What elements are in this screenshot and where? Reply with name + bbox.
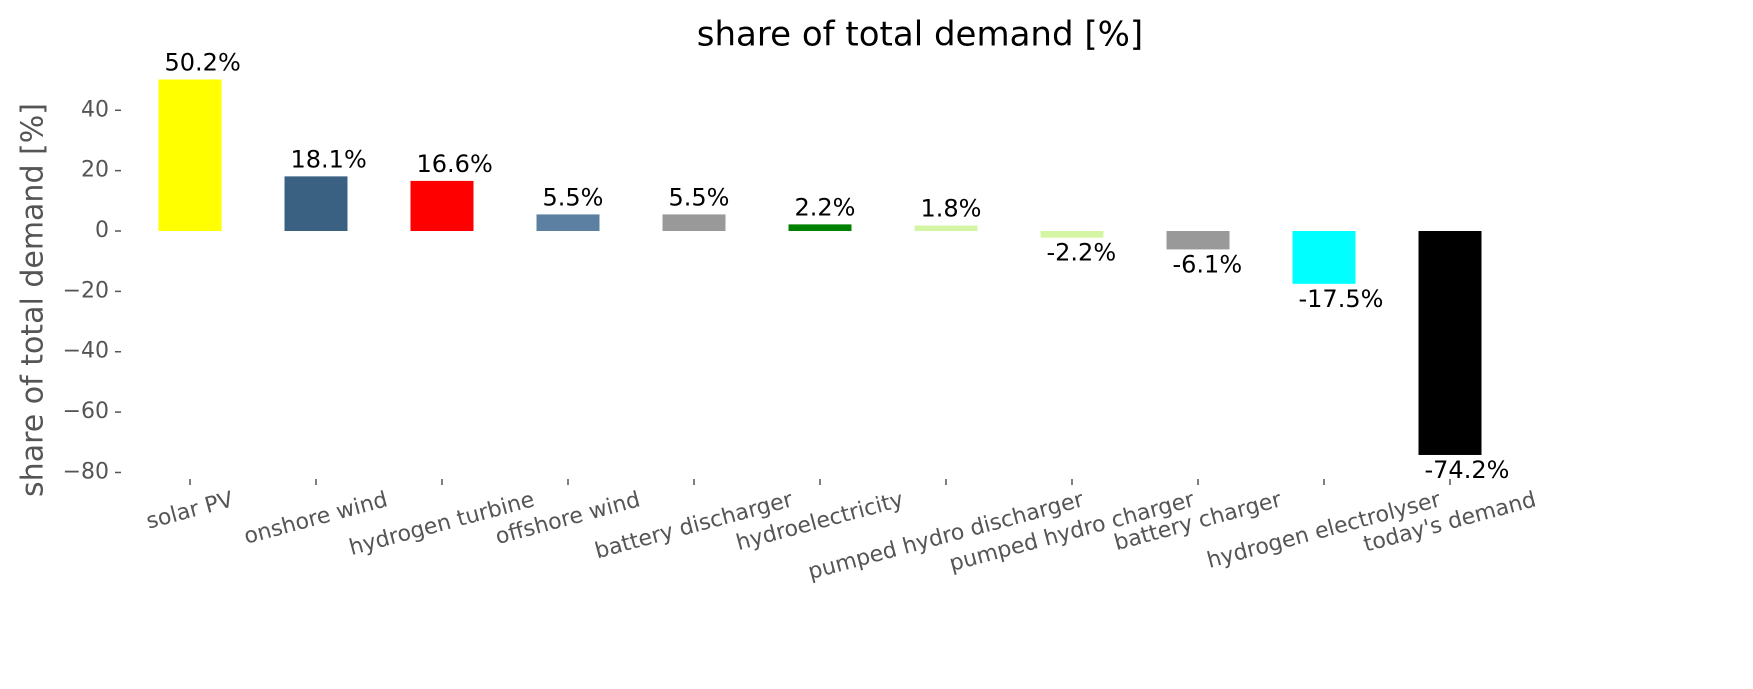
bar [410, 180, 474, 232]
value-label: -2.2% [1047, 239, 1117, 267]
value-label: 16.6% [417, 150, 493, 178]
value-label: -74.2% [1425, 456, 1510, 484]
value-label: -17.5% [1299, 285, 1384, 313]
y-tick-label: 20 [81, 158, 109, 183]
y-tick-label: −60 [63, 399, 109, 424]
bar [1040, 231, 1104, 238]
bar [1166, 231, 1230, 250]
bar [788, 224, 852, 232]
value-label: 2.2% [795, 193, 856, 221]
bar [1418, 231, 1482, 455]
y-tick-label: −40 [63, 339, 109, 364]
y-axis-label: share of total demand [%] [16, 103, 51, 497]
value-label: 50.2% [165, 48, 241, 76]
value-label: -6.1% [1173, 250, 1243, 278]
bar [158, 79, 222, 232]
bar [662, 214, 726, 232]
y-tick-label: −80 [63, 459, 109, 484]
y-tick-label: 0 [95, 218, 109, 243]
bar [284, 176, 348, 232]
value-label: 1.8% [921, 195, 982, 223]
bar [1292, 231, 1356, 284]
bar [914, 225, 978, 232]
value-label: 5.5% [669, 183, 730, 211]
value-label: 18.1% [291, 145, 367, 173]
bar [536, 214, 600, 232]
chart-title: share of total demand [%] [697, 15, 1143, 55]
y-tick-label: −20 [63, 278, 109, 303]
y-tick-label: 40 [81, 97, 109, 122]
value-label: 5.5% [543, 183, 604, 211]
x-tick-label: solar PV [144, 487, 236, 534]
